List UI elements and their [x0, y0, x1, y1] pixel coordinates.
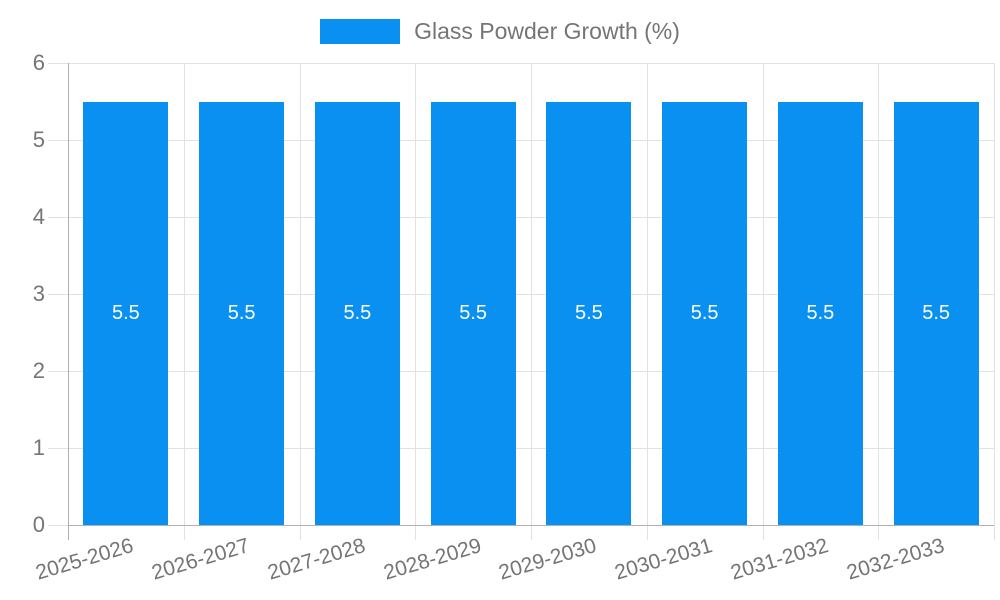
bar-2029-2030[interactable]: 5.5 — [546, 101, 632, 525]
x-axis-tick-label: 2025-2026 — [33, 534, 137, 585]
legend-label: Glass Powder Growth (%) — [414, 18, 680, 44]
bar-value-label: 5.5 — [459, 301, 488, 324]
x-gridline — [646, 63, 648, 525]
y-tick — [48, 63, 68, 64]
y-axis-tick-label: 6 — [32, 50, 45, 75]
bar-2031-2032[interactable]: 5.5 — [777, 101, 863, 525]
y-axis-tick-label: 5 — [32, 127, 45, 152]
x-axis-tick-label: 2027-2028 — [265, 534, 368, 585]
x-tick — [415, 525, 417, 540]
x-tick — [878, 525, 880, 540]
bar-2025-2026[interactable]: 5.5 — [83, 101, 169, 525]
x-gridline — [878, 63, 880, 525]
bar-2026-2027[interactable]: 5.5 — [199, 101, 285, 525]
x-tick — [183, 525, 185, 540]
legend-swatch — [320, 19, 401, 44]
y-axis-tick-label: 0 — [32, 512, 45, 537]
x-gridline — [762, 63, 764, 525]
bar-value-label: 5.5 — [227, 301, 256, 324]
bar-2032-2033[interactable]: 5.5 — [893, 101, 979, 525]
bar-value-label: 5.5 — [574, 301, 603, 324]
y-axis-tick-label: 2 — [32, 358, 45, 383]
x-tick — [762, 525, 764, 540]
bar-value-label: 5.5 — [111, 301, 140, 324]
x-tick — [994, 525, 995, 540]
x-axis-tick-label: 2031-2032 — [728, 534, 831, 585]
x-gridline — [299, 63, 301, 525]
x-axis-tick-label: 2030-2031 — [612, 534, 716, 585]
x-axis-tick-label: 2026-2027 — [149, 534, 253, 585]
y-tick — [48, 525, 68, 526]
x-tick — [531, 525, 532, 540]
x-tick — [646, 525, 648, 540]
y-axis-line — [68, 63, 69, 540]
y-tick — [48, 140, 68, 141]
bar-value-label: 5.5 — [806, 301, 835, 324]
x-gridline — [531, 63, 532, 525]
x-gridline — [415, 63, 417, 525]
x-axis-tick-label: 2028-2029 — [380, 534, 484, 585]
bar-value-label: 5.5 — [922, 301, 951, 324]
bar-2030-2031[interactable]: 5.5 — [662, 101, 748, 525]
x-gridline — [183, 63, 185, 525]
y-axis-tick-label: 4 — [32, 204, 45, 229]
y-tick — [48, 371, 68, 372]
x-gridline — [994, 63, 995, 525]
x-axis-tick-label: 2032-2033 — [843, 534, 947, 585]
y-tick — [48, 448, 68, 449]
bar-2028-2029[interactable]: 5.5 — [430, 101, 516, 525]
bar-value-label: 5.5 — [343, 301, 372, 324]
y-axis-tick-label: 1 — [32, 435, 45, 460]
y-tick — [48, 294, 68, 295]
chart-legend[interactable]: Glass Powder Growth (%) — [0, 18, 1000, 45]
bar-value-label: 5.5 — [690, 301, 719, 324]
y-tick — [48, 217, 68, 218]
y-axis-tick-label: 3 — [32, 281, 45, 306]
x-axis-tick-label: 2029-2030 — [496, 534, 600, 585]
x-tick — [299, 525, 301, 540]
x-axis-line — [68, 525, 994, 526]
bar-2027-2028[interactable]: 5.5 — [314, 101, 400, 525]
